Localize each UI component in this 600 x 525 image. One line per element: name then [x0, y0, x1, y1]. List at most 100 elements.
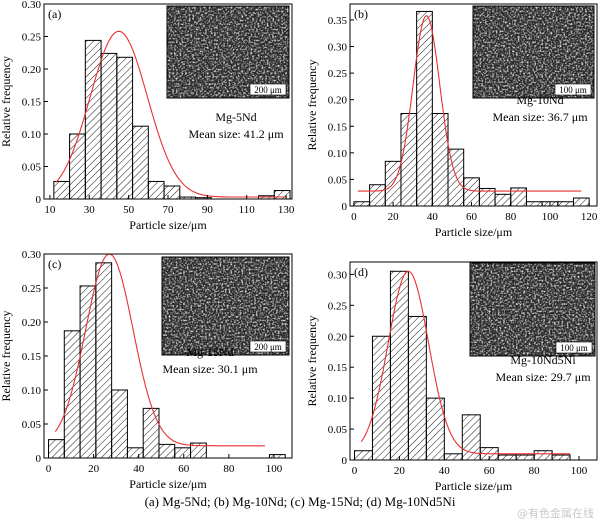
x-axis-title: Particle size/μm: [129, 477, 207, 491]
y-tick-label: 0.20: [22, 64, 42, 76]
alloy-label: Mg-10Nd: [516, 93, 563, 107]
y-tick-label: 0.25: [328, 68, 348, 80]
scale-bar-label: 200 μm: [254, 85, 282, 95]
inset-micrograph: 100 μm: [472, 5, 595, 99]
y-tick-label: 0.25: [328, 300, 348, 312]
x-tick-label: 100: [571, 465, 588, 477]
y-tick-label: 0.35: [328, 15, 348, 27]
panel-label: (a): [48, 7, 61, 21]
inset-micrograph: 200 μm: [166, 5, 290, 99]
histogram-bar: [100, 52, 118, 200]
y-tick-label: 0.15: [22, 351, 42, 363]
panel-label: (b): [354, 7, 368, 21]
y-tick-label: 0.15: [328, 362, 348, 374]
x-tick-label: 130: [278, 204, 295, 216]
histogram-bar: [389, 270, 409, 461]
inset-micrograph: 100 μm: [469, 262, 596, 357]
y-tick-label: 0.15: [328, 121, 348, 133]
histogram-bar: [84, 39, 102, 200]
x-tick-label: 30: [84, 204, 96, 216]
x-tick-label: 70: [163, 204, 175, 216]
mean-size-label: Mean size: 30.1 μm: [162, 362, 258, 376]
y-tick-label: 0.30: [328, 42, 348, 54]
y-tick-label: 0.05: [22, 162, 42, 174]
x-tick-label: 90: [202, 204, 214, 216]
y-tick-label: 0.05: [328, 174, 348, 186]
scale-bar-box: [249, 340, 287, 353]
histogram-bar: [353, 201, 371, 207]
histogram-bar: [53, 180, 71, 200]
x-tick-label: 60: [466, 211, 478, 223]
x-tick-label: 80: [529, 465, 541, 477]
x-tick-label: 60: [178, 463, 190, 475]
x-tick-label: 60: [484, 465, 496, 477]
fit-curve: [357, 15, 582, 192]
micrograph-particles: [470, 263, 595, 356]
y-tick-label: 0.15: [22, 97, 42, 109]
y-tick-label: 0.20: [328, 95, 348, 107]
y-tick-label: 0: [36, 194, 42, 206]
histogram-bar: [69, 133, 86, 200]
histogram-bar: [515, 454, 535, 461]
figure-caption: (a) Mg-5Nd; (b) Mg-10Nd; (c) Mg-15Nd; (d…: [144, 494, 456, 509]
y-tick-label: 0.30: [328, 269, 348, 281]
y-tick-label: 0.05: [22, 419, 42, 431]
y-tick-label: 0: [342, 455, 348, 467]
x-tick-label: 120: [581, 211, 598, 223]
histogram-bar: [132, 125, 149, 200]
x-tick-label: 20: [88, 463, 100, 475]
x-tick-label: 10: [44, 204, 56, 216]
y-axis-title: Relative frequency: [305, 316, 319, 407]
x-tick-label: 20: [388, 211, 400, 223]
micrograph-particles: [162, 257, 289, 355]
x-tick-label: 50: [123, 204, 135, 216]
histogram-bar: [369, 184, 386, 207]
y-tick-label: 0.10: [328, 148, 348, 160]
histogram-bar: [268, 454, 286, 459]
mean-size-label: Mean size: 36.7 μm: [492, 110, 588, 124]
x-tick-label: 20: [394, 465, 406, 477]
histogram-bar: [63, 330, 81, 459]
y-tick-label: 0.20: [328, 331, 348, 343]
scale-bar-box: [554, 83, 592, 96]
scale-bar-label: 100 μm: [560, 343, 588, 353]
histogram-bar: [497, 454, 517, 461]
y-tick-label: 0.30: [22, 0, 42, 11]
scale-bar-label: 200 μm: [254, 342, 282, 352]
scale-bar-label: 100 μm: [559, 85, 587, 95]
micrograph-particles: [167, 6, 289, 98]
fit-curve: [55, 30, 287, 198]
chart-panel-c: 200 μm Mg-15Nd Mean size: 30.1 μm 0 0.05 0.10…: [0, 249, 293, 491]
histogram-bar: [400, 113, 418, 207]
y-tick-label: 0.10: [328, 393, 348, 405]
y-tick-label: 0.25: [22, 283, 42, 295]
micrograph-border: [469, 262, 596, 357]
histogram-bar: [525, 201, 543, 207]
panel-label: (d): [354, 265, 368, 279]
histogram-bar: [163, 185, 181, 200]
histogram-bar: [572, 197, 590, 207]
histogram-bar: [353, 450, 373, 461]
histogram-bar: [147, 180, 165, 200]
micrograph-border: [472, 5, 595, 99]
y-axis-title: Relative frequency: [0, 56, 13, 147]
x-tick-label: 40: [439, 465, 451, 477]
x-tick-label: 40: [427, 211, 439, 223]
x-tick-label: 40: [133, 463, 145, 475]
y-axis-title: Relative frequency: [0, 311, 13, 402]
histogram-bar: [48, 439, 65, 459]
fit-curve: [54, 253, 265, 447]
x-tick-label: 110: [239, 204, 256, 216]
micrograph-particles: [473, 6, 594, 98]
x-tick-label: 0: [352, 465, 358, 477]
y-tick-label: 0.05: [328, 424, 348, 436]
x-tick-label: 80: [505, 211, 517, 223]
histogram-bar: [371, 335, 391, 461]
scale-bar-box: [555, 341, 593, 354]
alloy-label: Mg-5Nd: [215, 110, 256, 124]
histogram-bar: [111, 389, 128, 459]
alloy-label: Mg-10Nd5Ni: [510, 353, 576, 367]
mean-size-label: Mean size: 29.7 μm: [495, 370, 591, 384]
